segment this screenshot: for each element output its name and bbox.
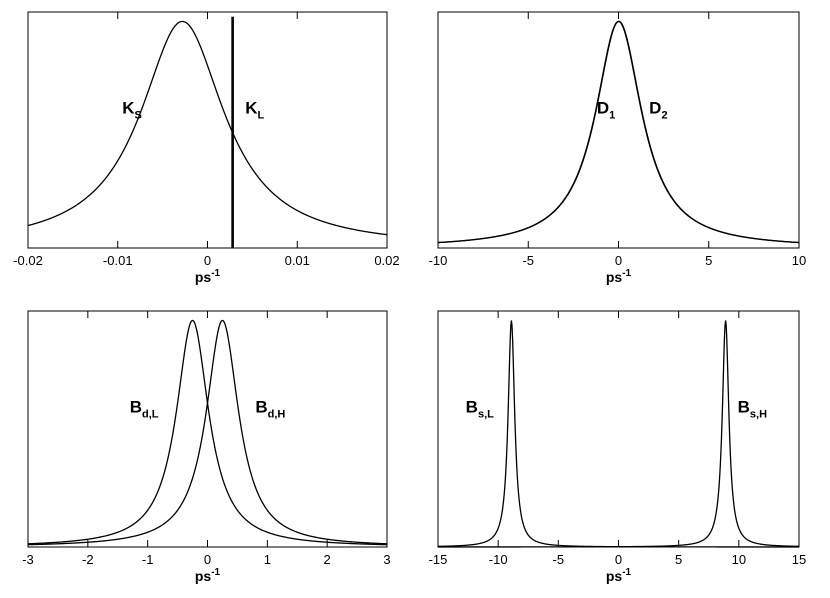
x-tick-label: 15 — [792, 552, 806, 567]
x-tick-label: -5 — [553, 552, 565, 567]
x-tick-label: 0 — [204, 552, 211, 567]
series-line-b-d-h — [27, 319, 388, 546]
chart-panel-3: -3 -2 -1 0 1 2 3 ps-1 Bd,L Bd,H — [22, 310, 391, 584]
x-tick-label: -1 — [142, 552, 154, 567]
x-tick-label: 0 — [615, 552, 622, 567]
x-tick-label: 5 — [675, 552, 682, 567]
series-line-d-2 — [437, 20, 800, 244]
x-tick-label: 2 — [324, 552, 331, 567]
x-axis-label: ps-1 — [606, 567, 632, 584]
plot-frame — [437, 11, 800, 249]
chart-panel-4: -15 -10 -5 0 5 10 15 ps-1 Bs,L Bs,H — [429, 310, 806, 584]
series-line-k-s — [27, 20, 388, 236]
x-tick-label: 0.01 — [285, 253, 310, 268]
series-line-b-s-l — [437, 320, 799, 548]
series-line-b-d-l — [27, 319, 388, 546]
x-tick-label: 10 — [792, 253, 806, 268]
x-tick-label: 3 — [383, 552, 390, 567]
x-tick-label: 0.02 — [374, 253, 399, 268]
series-label-k-l: KL — [245, 98, 264, 121]
plot-frame — [27, 11, 388, 249]
x-tick-label: -5 — [522, 253, 534, 268]
x-tick-label: -10 — [429, 253, 448, 268]
series-label-b-d-h: Bd,H — [255, 397, 285, 420]
x-axis-label: ps-1 — [195, 268, 221, 285]
series-line-b-s-h — [438, 320, 800, 548]
series-label-k-s: KS — [122, 98, 142, 121]
x-tick-label: 0 — [615, 253, 622, 268]
chart-panel-1: -0.02 -0.01 0 0.01 0.02 ps-1 KS KL — [13, 11, 400, 285]
series-label-d-1: D1 — [597, 98, 615, 121]
x-axis-label: ps-1 — [606, 268, 632, 285]
x-tick-label: -0.02 — [13, 253, 43, 268]
plot-frame — [437, 310, 800, 548]
x-tick-label: -0.01 — [103, 253, 133, 268]
x-tick-label: -10 — [489, 552, 508, 567]
x-tick-label: -2 — [82, 552, 94, 567]
series-label-b-s-h: Bs,H — [738, 397, 767, 420]
x-tick-label: -15 — [429, 552, 448, 567]
series-label-b-s-l: Bs,L — [466, 397, 494, 420]
x-tick-label: 1 — [264, 552, 271, 567]
x-tick-label: 0 — [204, 253, 211, 268]
x-tick-label: 10 — [732, 552, 746, 567]
series-label-d-2: D2 — [649, 98, 667, 121]
x-axis-label: ps-1 — [195, 567, 221, 584]
plot-frame — [27, 310, 388, 548]
series-line-d-1 — [437, 20, 800, 244]
x-tick-label: -3 — [22, 552, 34, 567]
x-tick-label: 5 — [705, 253, 712, 268]
chart-panel-2: -10 -5 0 5 10 ps-1 D1 D2 — [429, 11, 806, 285]
series-label-b-d-l: Bd,L — [130, 397, 159, 420]
